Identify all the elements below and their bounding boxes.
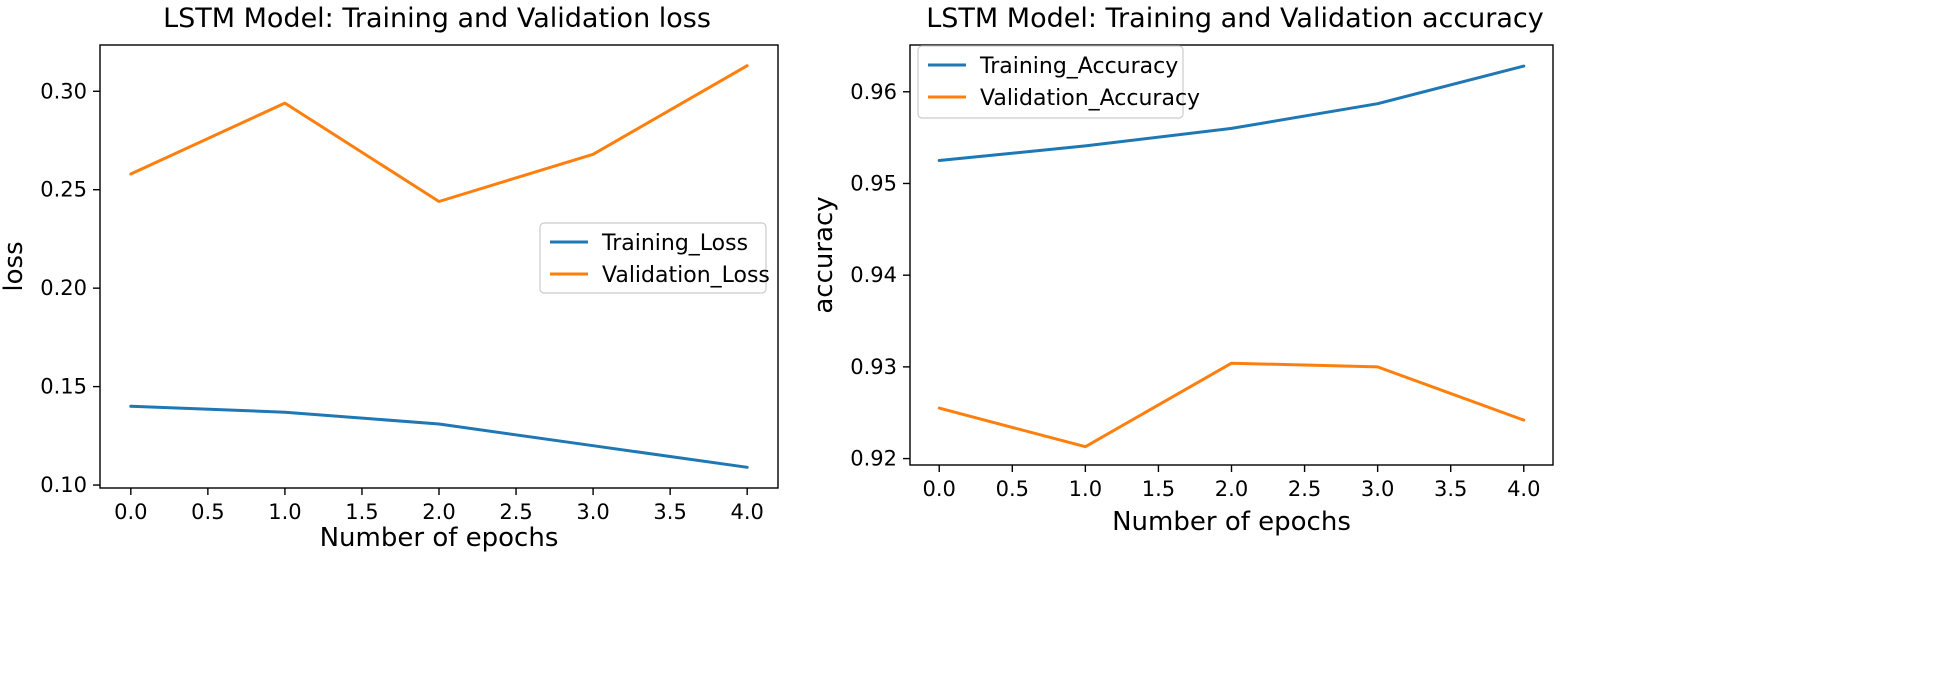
legend: Training_Accuracy Validation_Accuracy xyxy=(917,45,1200,119)
y-axis-label: loss xyxy=(0,241,29,291)
x-tick-label: 2.0 xyxy=(1215,477,1248,501)
x-tick-label: 1.0 xyxy=(268,500,301,524)
series-line-training-accuracy xyxy=(937,64,1526,162)
legend-label: Validation_Accuracy xyxy=(980,86,1200,111)
x-tick-label: 3.0 xyxy=(576,500,609,524)
accuracy-chart: LSTM Model: Training and Validation accu… xyxy=(809,3,1554,537)
y-tick-label: 0.20 xyxy=(40,276,87,300)
legend-label: Training_Accuracy xyxy=(979,54,1178,79)
series-line-validation-loss xyxy=(129,64,749,203)
x-axis-label: Number of epochs xyxy=(1112,507,1351,537)
series-line-training-loss xyxy=(129,404,749,469)
x-tick-label: 0.0 xyxy=(114,500,147,524)
legend-label: Validation_Loss xyxy=(602,263,770,288)
x-tick-label: 0.5 xyxy=(996,477,1029,501)
x-tick-label: 1.5 xyxy=(1142,477,1175,501)
y-tick-label: 0.10 xyxy=(40,473,87,497)
y-tick-label: 0.94 xyxy=(850,263,897,287)
series-line-validation-accuracy xyxy=(937,361,1526,449)
x-tick-label: 4.0 xyxy=(730,500,763,524)
x-tick-label: 3.5 xyxy=(653,500,686,524)
x-tick-label: 2.0 xyxy=(422,500,455,524)
x-axis-label: Number of epochs xyxy=(320,523,559,553)
legend-box xyxy=(917,45,1184,119)
x-tick-label: 1.0 xyxy=(1069,477,1102,501)
loss-chart: LSTM Model: Training and Validation loss… xyxy=(0,3,779,553)
y-tick-label: 0.92 xyxy=(850,447,897,471)
x-tick-label: 4.0 xyxy=(1507,477,1540,501)
x-tick-label: 2.5 xyxy=(499,500,532,524)
y-tick-label: 0.15 xyxy=(40,375,87,399)
legend-box xyxy=(539,222,767,294)
y-tick-label: 0.96 xyxy=(850,80,897,104)
plot-frame xyxy=(99,44,779,489)
legend-label: Training_Loss xyxy=(601,231,748,256)
y-tick-label: 0.93 xyxy=(850,355,897,379)
chart-title: LSTM Model: Training and Validation loss xyxy=(163,3,711,34)
legend: Training_Loss Validation_Loss xyxy=(539,222,770,294)
x-tick-label: 3.0 xyxy=(1361,477,1394,501)
plot-frame xyxy=(909,44,1554,466)
x-tick-label: 0.0 xyxy=(923,477,956,501)
x-tick-label: 0.5 xyxy=(191,500,224,524)
x-tick-label: 1.5 xyxy=(345,500,378,524)
x-tick-label: 2.5 xyxy=(1288,477,1321,501)
y-tick-label: 0.30 xyxy=(40,79,87,103)
y-axis-label: accuracy xyxy=(809,196,839,313)
y-tick-label: 0.25 xyxy=(40,178,87,202)
y-tick-label: 0.95 xyxy=(850,171,897,195)
chart-title: LSTM Model: Training and Validation accu… xyxy=(926,3,1544,34)
x-tick-label: 3.5 xyxy=(1434,477,1467,501)
